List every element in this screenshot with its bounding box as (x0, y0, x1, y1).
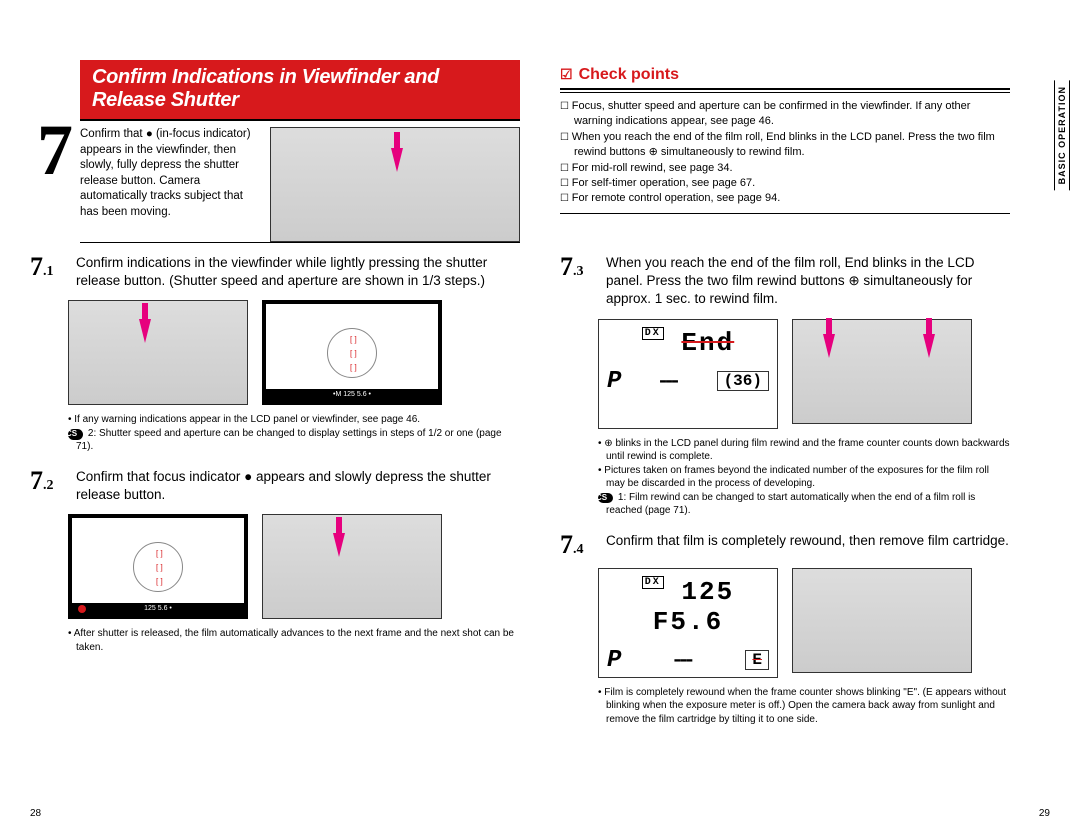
section-7-3: 7.3 When you reach the end of the film r… (560, 254, 1010, 309)
page-right: Check points Focus, shutter speed and ap… (540, 60, 1050, 794)
lcd-ready-display: DX 125 F5.6 P ▬▬▬ E (598, 568, 778, 678)
banner-box: Confirm Indications in Viewfinder and Re… (80, 60, 520, 240)
checklist-item: For remote control operation, see page 9… (574, 191, 1010, 206)
arrow-down-icon (391, 148, 403, 172)
arrow-down-icon (333, 533, 345, 557)
step-7-1-lead: Confirm indications in the viewfinder wh… (76, 254, 520, 290)
step-7-2-lead: Confirm that focus indicator ● appears a… (76, 468, 520, 504)
note: CS 2: Shutter speed and aperture can be … (68, 427, 520, 454)
page-left: 7 Confirm Indications in Viewfinder and … (30, 60, 540, 794)
header-row-left: 7 Confirm Indications in Viewfinder and … (30, 60, 520, 240)
vf-readout: 125 5.6 • (72, 603, 244, 615)
section-7-2: 7.2 Confirm that focus indicator ● appea… (30, 468, 520, 504)
note: • If any warning indications appear in t… (68, 413, 520, 427)
img-row-7-1: [ ] [ ] [ ] •M 125 5.6 • (68, 300, 520, 405)
cs-badge-icon: CS (598, 493, 613, 504)
step-num-7-2: 7.2 (30, 468, 68, 504)
note: • ⊕ blinks in the LCD panel during film … (598, 437, 1010, 464)
note: • Film is completely rewound when the fr… (598, 686, 1010, 727)
img-row-7-3: DX End P ▬▬▬ (36) (598, 319, 1010, 429)
lcd-end-text: DX End (607, 328, 769, 358)
check-points-title: Check points (560, 60, 1010, 88)
img-row-7-2: [ ] [ ] [ ] 125 5.6 • (68, 514, 520, 619)
lcd-frame-count: (36) (717, 371, 769, 391)
checklist-item: Focus, shutter speed and aperture can be… (574, 99, 1010, 130)
viewfinder-display-7-1: [ ] [ ] [ ] •M 125 5.6 • (262, 300, 442, 405)
section-7-4: 7.4 Confirm that film is completely rewo… (560, 532, 1010, 558)
lcd-end-display: DX End P ▬▬▬ (36) (598, 319, 778, 429)
af-circle-icon: [ ] [ ] [ ] (327, 328, 377, 378)
illustration-remove-cartridge (792, 568, 972, 673)
step-num-7-3: 7.3 (560, 254, 598, 309)
checklist: Focus, shutter speed and aperture can be… (560, 99, 1010, 207)
lcd-ss-fn: DX 125 F5.6 (607, 577, 769, 637)
vf-readout: •M 125 5.6 • (266, 389, 438, 401)
illustration-rewind-buttons (792, 319, 972, 424)
illustration-shutter-full-press (262, 514, 442, 619)
note: • After shutter is released, the film au… (68, 627, 520, 654)
note: CS 1: Film rewind can be changed to star… (598, 491, 1010, 518)
arrow-down-icon (923, 334, 935, 358)
lcd-e-blink: E (745, 650, 769, 670)
step-num-7-4: 7.4 (560, 532, 598, 558)
notes-7-3: • ⊕ blinks in the LCD panel during film … (598, 437, 1010, 518)
notes-7-1: • If any warning indications appear in t… (68, 413, 520, 454)
step-7-number: 7 (37, 109, 73, 192)
banner-illustration (270, 127, 520, 242)
side-tab: BASIC OPERATION (1054, 80, 1070, 190)
checklist-item: For self-timer operation, see page 67. (574, 176, 1010, 191)
notes-7-2: • After shutter is released, the film au… (68, 627, 520, 654)
page-number-right: 29 (1039, 808, 1050, 819)
notes-7-4: • Film is completely rewound when the fr… (598, 686, 1010, 727)
lcd-mode-p: P (607, 368, 621, 395)
header-row-right: Check points Focus, shutter speed and ap… (560, 60, 1010, 240)
note: • Pictures taken on frames beyond the in… (598, 464, 1010, 491)
checklist-item: When you reach the end of the film roll,… (574, 130, 1010, 161)
af-circle-icon: [ ] [ ] [ ] (133, 542, 183, 592)
cs-badge-icon: CS (68, 429, 83, 440)
arrow-down-icon (139, 319, 151, 343)
section-7-1: 7.1 Confirm indications in the viewfinde… (30, 254, 520, 290)
step-7-4-lead: Confirm that film is completely rewound,… (606, 532, 1010, 550)
step-number-col: 7 (30, 60, 80, 240)
step-7-3-lead: When you reach the end of the film roll,… (606, 254, 1010, 309)
page-number-left: 28 (30, 808, 41, 819)
checklist-item: For mid-roll rewind, see page 34. (574, 161, 1010, 176)
lcd-mode-p: P (607, 647, 621, 674)
banner-body: Confirm that ● (in-focus indicator) appe… (80, 119, 520, 242)
step-num-7-1: 7.1 (30, 254, 68, 290)
banner-text: Confirm that ● (in-focus indicator) appe… (80, 127, 260, 242)
illustration-shutter-half-press (68, 300, 248, 405)
manual-spread: BASIC OPERATION 7 Confirm Indications in… (0, 0, 1080, 834)
img-row-7-4: DX 125 F5.6 P ▬▬▬ E (598, 568, 1010, 678)
viewfinder-display-7-2: [ ] [ ] [ ] 125 5.6 • (68, 514, 248, 619)
arrow-down-icon (823, 334, 835, 358)
banner-title: Confirm Indications in Viewfinder and Re… (80, 60, 520, 119)
focus-dot-icon (78, 605, 86, 613)
